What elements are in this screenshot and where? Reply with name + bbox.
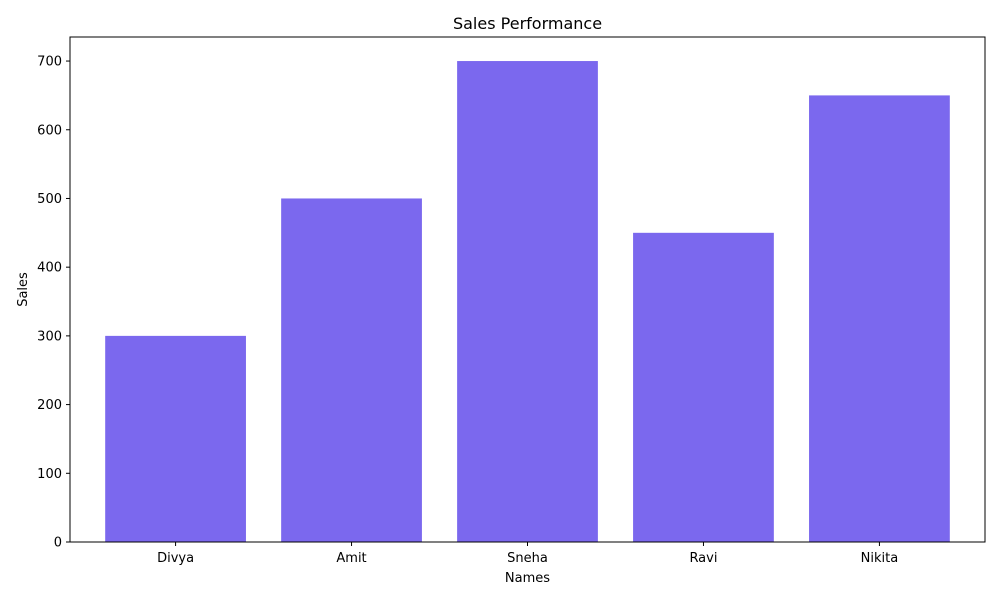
x-axis-label: Names bbox=[505, 571, 550, 586]
x-axis-ticks: Divya Amit Sneha Ravi Nikita bbox=[157, 542, 898, 566]
plot-frame bbox=[69, 36, 986, 543]
x-tick-label: Ravi bbox=[689, 551, 717, 566]
y-tick-label: 0 bbox=[54, 536, 62, 551]
y-tick-label: 300 bbox=[37, 329, 62, 344]
y-tick-label: 200 bbox=[37, 398, 62, 413]
bar-amit bbox=[281, 198, 422, 542]
chart-title: Sales Performance bbox=[453, 14, 602, 33]
y-axis-ticks: 0 100 200 300 400 500 600 700 bbox=[37, 55, 70, 551]
x-tick-label: Divya bbox=[157, 551, 194, 566]
bar-nikita bbox=[809, 95, 950, 542]
bar-divya bbox=[105, 335, 246, 542]
y-axis-label: Sales bbox=[16, 272, 31, 307]
x-tick-label: Nikita bbox=[861, 551, 899, 566]
x-tick-label: Sneha bbox=[507, 551, 548, 566]
y-tick-label: 700 bbox=[37, 55, 62, 70]
y-tick-label: 100 bbox=[37, 467, 62, 482]
y-tick-label: 500 bbox=[37, 192, 62, 207]
x-tick-label: Amit bbox=[336, 551, 366, 566]
bar-ravi bbox=[633, 232, 774, 542]
y-tick-label: 600 bbox=[37, 123, 62, 138]
bars-group bbox=[105, 61, 950, 543]
bar-sneha bbox=[457, 61, 598, 543]
y-tick-label: 400 bbox=[37, 261, 62, 276]
